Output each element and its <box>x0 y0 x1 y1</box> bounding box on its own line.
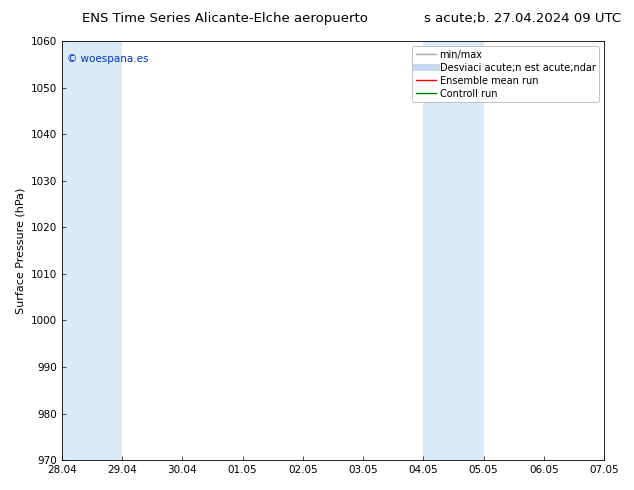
Bar <box>604 41 634 460</box>
Legend: min/max, Desviaci acute;n est acute;ndar, Ensemble mean run, Controll run: min/max, Desviaci acute;n est acute;ndar… <box>412 46 599 102</box>
Bar <box>424 41 484 460</box>
Y-axis label: Surface Pressure (hPa): Surface Pressure (hPa) <box>15 187 25 314</box>
Text: © woespana.es: © woespana.es <box>67 53 148 64</box>
Bar <box>61 41 122 460</box>
Text: ENS Time Series Alicante-Elche aeropuerto: ENS Time Series Alicante-Elche aeropuert… <box>82 12 368 25</box>
Text: s acute;b. 27.04.2024 09 UTC: s acute;b. 27.04.2024 09 UTC <box>424 12 621 25</box>
